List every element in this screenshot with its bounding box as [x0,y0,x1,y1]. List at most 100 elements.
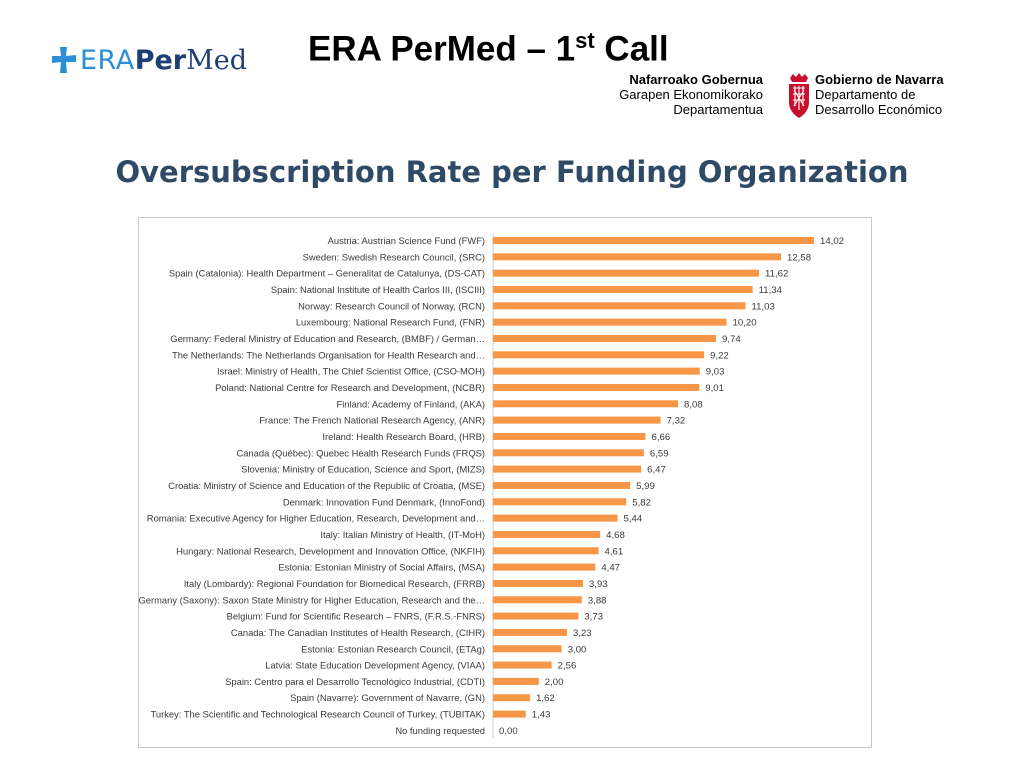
bar [493,432,646,440]
bar [493,253,782,261]
category-label: Germany: Federal Ministry of Education a… [170,333,485,344]
data-label: 1,43 [532,710,551,721]
navarra-left-line3: Departamentua [673,102,763,117]
data-label: 9,03 [706,367,725,378]
category-label: Slovenia: Ministry of Education, Science… [241,464,485,475]
data-label: 7,32 [667,416,686,427]
data-label: 11,62 [765,269,788,280]
category-label: Spain (Catalonia): Health Department – G… [169,268,485,279]
category-label: Denmark: Innovation Fund Denmark, (InnoF… [283,496,485,507]
navarra-spanish-text: Gobierno de Navarra Departamento de Desa… [815,72,944,117]
slide-title-sup: st [575,28,595,53]
category-label: Israel: Ministry of Health, The Chief Sc… [217,366,485,377]
data-label: 6,66 [651,432,670,443]
bar [493,400,678,408]
navarra-crest-icon [789,73,809,118]
data-label: 5,82 [632,497,651,508]
bar [493,367,700,375]
navarra-right-line1: Gobierno de Navarra [815,72,944,87]
bar [493,661,552,669]
logo-text-era: ERA [80,44,135,76]
bar [493,383,700,391]
data-label: 6,47 [647,465,666,476]
bar [493,351,705,359]
bar [493,645,562,653]
data-label: 11,03 [752,301,775,312]
category-label: Latvia: State Education Development Agen… [265,660,485,671]
bar [493,237,814,244]
navarra-right-line3: Desarrollo Económico [815,102,943,117]
data-label: 3,73 [584,612,603,623]
category-label: Estonia: Estonian Ministry of Social Aff… [278,562,485,573]
bar [493,710,526,718]
plus-cross-icon [52,47,76,73]
navarra-basque-text: Nafarroako Gobernua Garapen Ekonomikorak… [619,72,763,117]
category-label: France: The French National Research Age… [259,415,485,426]
data-label: 4,47 [601,563,620,574]
slide-title: ERA PerMed – 1st Call [308,28,669,70]
data-label: 2,00 [545,677,564,688]
category-label: Canada: The Canadian Institutes of Healt… [231,627,485,638]
data-label: 12,58 [787,252,811,263]
bar [493,596,582,604]
category-label: Croatia: Ministry of Science and Educati… [168,480,485,491]
category-label: Finland: Academy of Finland, (AKA) [336,398,485,409]
data-label: 5,99 [636,481,655,492]
data-label: 10,20 [733,318,757,329]
data-label: 6,59 [650,448,669,459]
bar [493,285,753,293]
data-label: 0,00 [499,726,518,737]
navarra-left-line1: Nafarroako Gobernua [629,72,763,87]
chart-frame: Austria: Austrian Science Fund (FWF) 14,0… [138,217,872,748]
category-label: No funding requested [395,725,485,736]
bar [493,547,599,555]
data-label: 14,02 [820,236,844,247]
navarra-logo: Nafarroako Gobernua Garapen Ekonomikorak… [619,72,945,126]
category-label: Estonia: Estonian Research Council, (ETA… [301,643,485,654]
category-label: Spain (Navarre): Government of Navarre, … [290,692,485,703]
category-label: Spain: Centro para el Desarrollo Tecnoló… [225,676,485,687]
category-label: Norway: Research Council of Norway, (RCN… [298,300,485,311]
bar [493,269,760,277]
category-label: Italy: Italian Ministry of Health, (IT-M… [320,529,485,540]
bar [493,530,601,538]
category-label: Austria: Austrian Science Fund (FWF) [328,235,485,246]
data-label: 5,44 [624,514,643,525]
bar-chart: Austria: Austrian Science Fund (FWF) 14,0… [139,232,844,739]
category-label: Spain: National Institute of Health Carl… [271,284,485,295]
category-label: Belgium: Fund for Scientific Research – … [227,611,485,622]
navarra-left-line2: Garapen Ekonomikorako [619,87,763,102]
data-label: 3,88 [588,595,607,606]
bar [493,677,539,685]
category-label: Romania: Executive Agency for Higher Edu… [147,513,485,524]
data-label: 1,62 [536,693,555,704]
category-label: Hungary: National Research, Development … [176,545,485,556]
category-label: The Netherlands: The Netherlands Organis… [172,349,485,360]
data-label: 8,08 [684,399,703,410]
bar [493,318,727,326]
bar [493,514,618,522]
bar [493,498,627,506]
category-label: Poland: National Centre for Research and… [215,382,485,393]
slide-title-main: ERA PerMed – 1 [308,29,576,69]
data-label: 4,61 [605,546,624,557]
era-permed-logo: ERA Per Med [50,38,247,82]
data-label: 3,00 [568,644,587,655]
bar [493,563,596,571]
slide-title-end: Call [594,29,669,69]
bar [493,302,746,310]
data-label: 3,93 [589,579,608,590]
chart-title: Oversubscription Rate per Funding Organi… [115,155,909,189]
data-label: 11,34 [759,285,783,296]
category-label: Ireland: Health Research Board, (HRB) [322,431,485,442]
category-label: Italy (Lombardy): Regional Foundation fo… [184,578,485,589]
data-label: 9,22 [710,350,729,361]
bar [493,334,717,342]
data-label: 9,74 [722,334,741,345]
bar [493,694,531,702]
category-label: Canada (Québec): Quebec Health Research … [236,447,485,458]
data-label: 2,56 [558,661,577,672]
bar [493,579,583,587]
category-label: Turkey: The Scientific and Technological… [150,709,485,720]
bar [493,481,631,489]
